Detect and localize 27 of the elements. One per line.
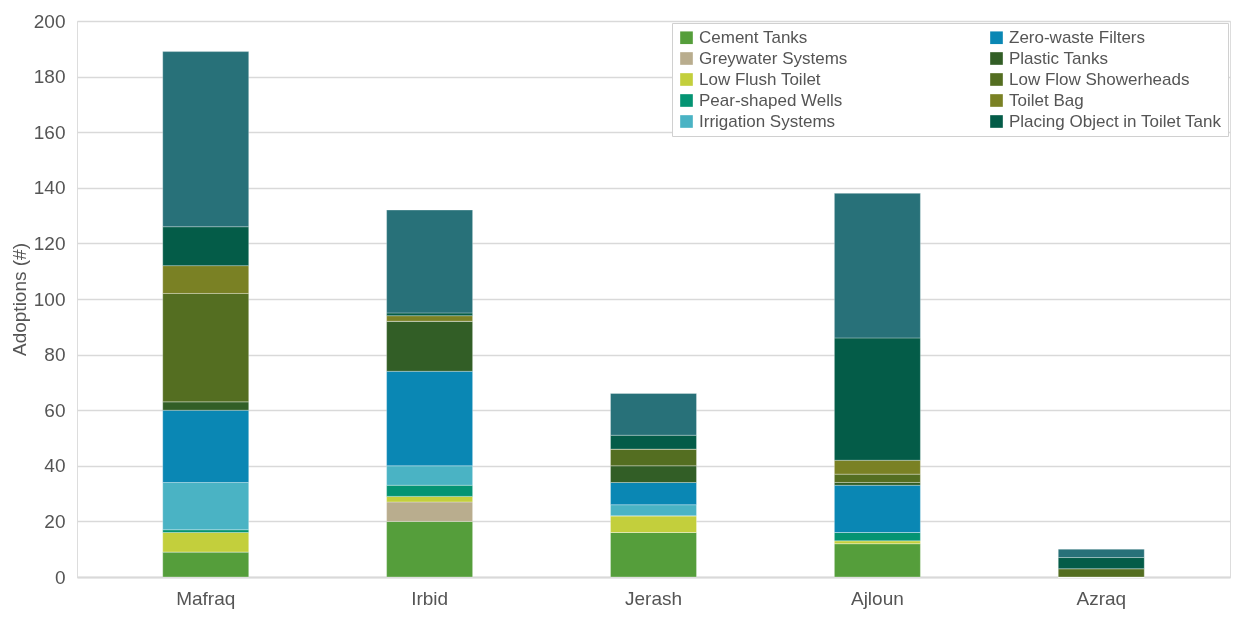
x-tick-label: Jerash bbox=[624, 587, 683, 609]
y-tick-label: 180 bbox=[33, 66, 66, 88]
y-tick-label: 60 bbox=[44, 399, 66, 421]
legend-label: Irrigation Systems bbox=[699, 111, 836, 131]
legend-label: Cement Tanks bbox=[699, 27, 808, 47]
y-axis-title: Adoptions (#) bbox=[8, 242, 30, 357]
y-tick-label: 40 bbox=[44, 455, 66, 477]
x-tick-label: Irbid bbox=[411, 587, 449, 609]
y-tick-label: 100 bbox=[33, 288, 66, 310]
y-tick-label: 20 bbox=[44, 510, 66, 532]
legend-label: Placing Object in Toilet Tank bbox=[1009, 111, 1222, 131]
legend-label: Toilet Bag bbox=[1009, 90, 1084, 110]
x-tick-label: Mafraq bbox=[176, 587, 236, 609]
x-tick-label: Ajloun bbox=[850, 587, 904, 609]
y-tick-label: 160 bbox=[33, 121, 66, 143]
y-tick-label: 0 bbox=[54, 566, 66, 588]
x-tick-label: Azraq bbox=[1076, 587, 1127, 609]
y-tick-label: 200 bbox=[33, 10, 66, 32]
legend-label: Pear-shaped Wells bbox=[699, 90, 843, 110]
y-tick-label: 80 bbox=[44, 344, 66, 366]
legend-label: Low Flush Toilet bbox=[699, 69, 821, 89]
legend-label: Greywater Systems bbox=[699, 48, 848, 68]
legend-label: Low Flow Showerheads bbox=[1009, 69, 1190, 89]
y-tick-label: 120 bbox=[33, 232, 66, 254]
legend-label: Zero-waste Filters bbox=[1009, 27, 1146, 47]
y-tick-label: 140 bbox=[33, 177, 66, 199]
legend-label: Plastic Tanks bbox=[1009, 48, 1108, 68]
